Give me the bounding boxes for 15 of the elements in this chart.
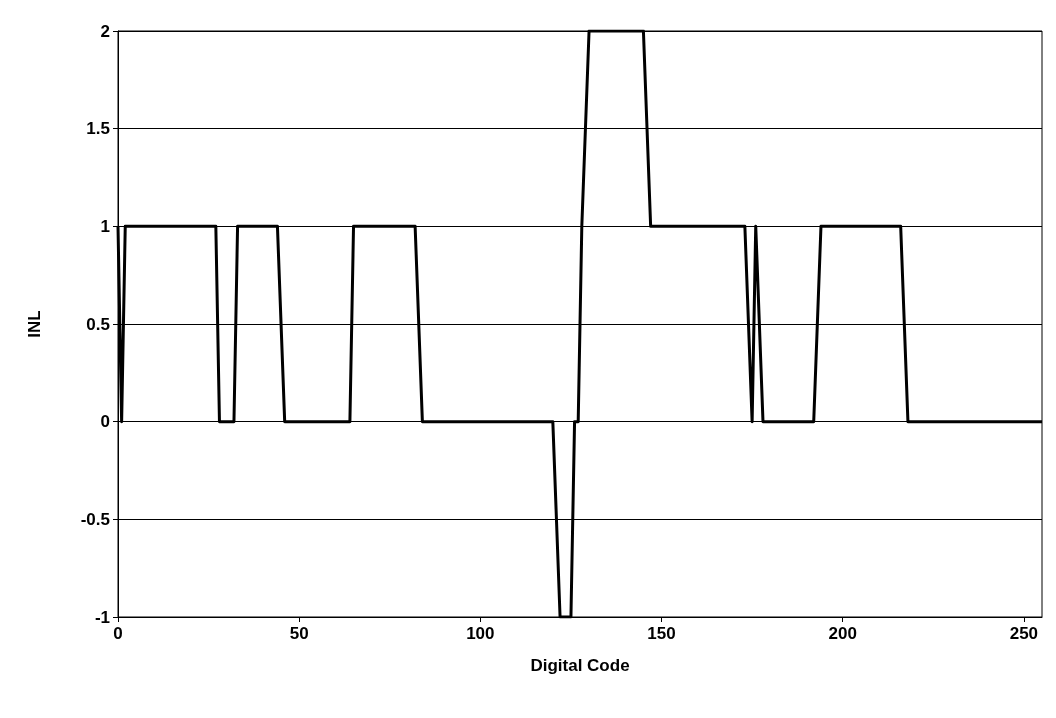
x-tick-label: 250 bbox=[1009, 624, 1039, 643]
y-tick-label: 2 bbox=[100, 21, 110, 41]
x-tick-label: 100 bbox=[466, 624, 495, 643]
y-tick-label: -0.5 bbox=[80, 509, 110, 529]
y-tick-label: 1 bbox=[100, 216, 110, 236]
y-tick-label: 0 bbox=[100, 412, 110, 432]
y-tick-label: 1.5 bbox=[86, 119, 110, 139]
y-axis-title: INL bbox=[25, 310, 44, 338]
x-axis-title: Digital Code bbox=[530, 656, 630, 675]
y-tick-label: 0.5 bbox=[86, 314, 110, 334]
x-tick-label: 200 bbox=[828, 624, 857, 643]
x-tick-label: 150 bbox=[647, 624, 676, 643]
y-tick-label: -1 bbox=[94, 607, 110, 627]
x-tick-label: 0 bbox=[113, 624, 123, 643]
x-tick-label: 50 bbox=[289, 624, 309, 643]
